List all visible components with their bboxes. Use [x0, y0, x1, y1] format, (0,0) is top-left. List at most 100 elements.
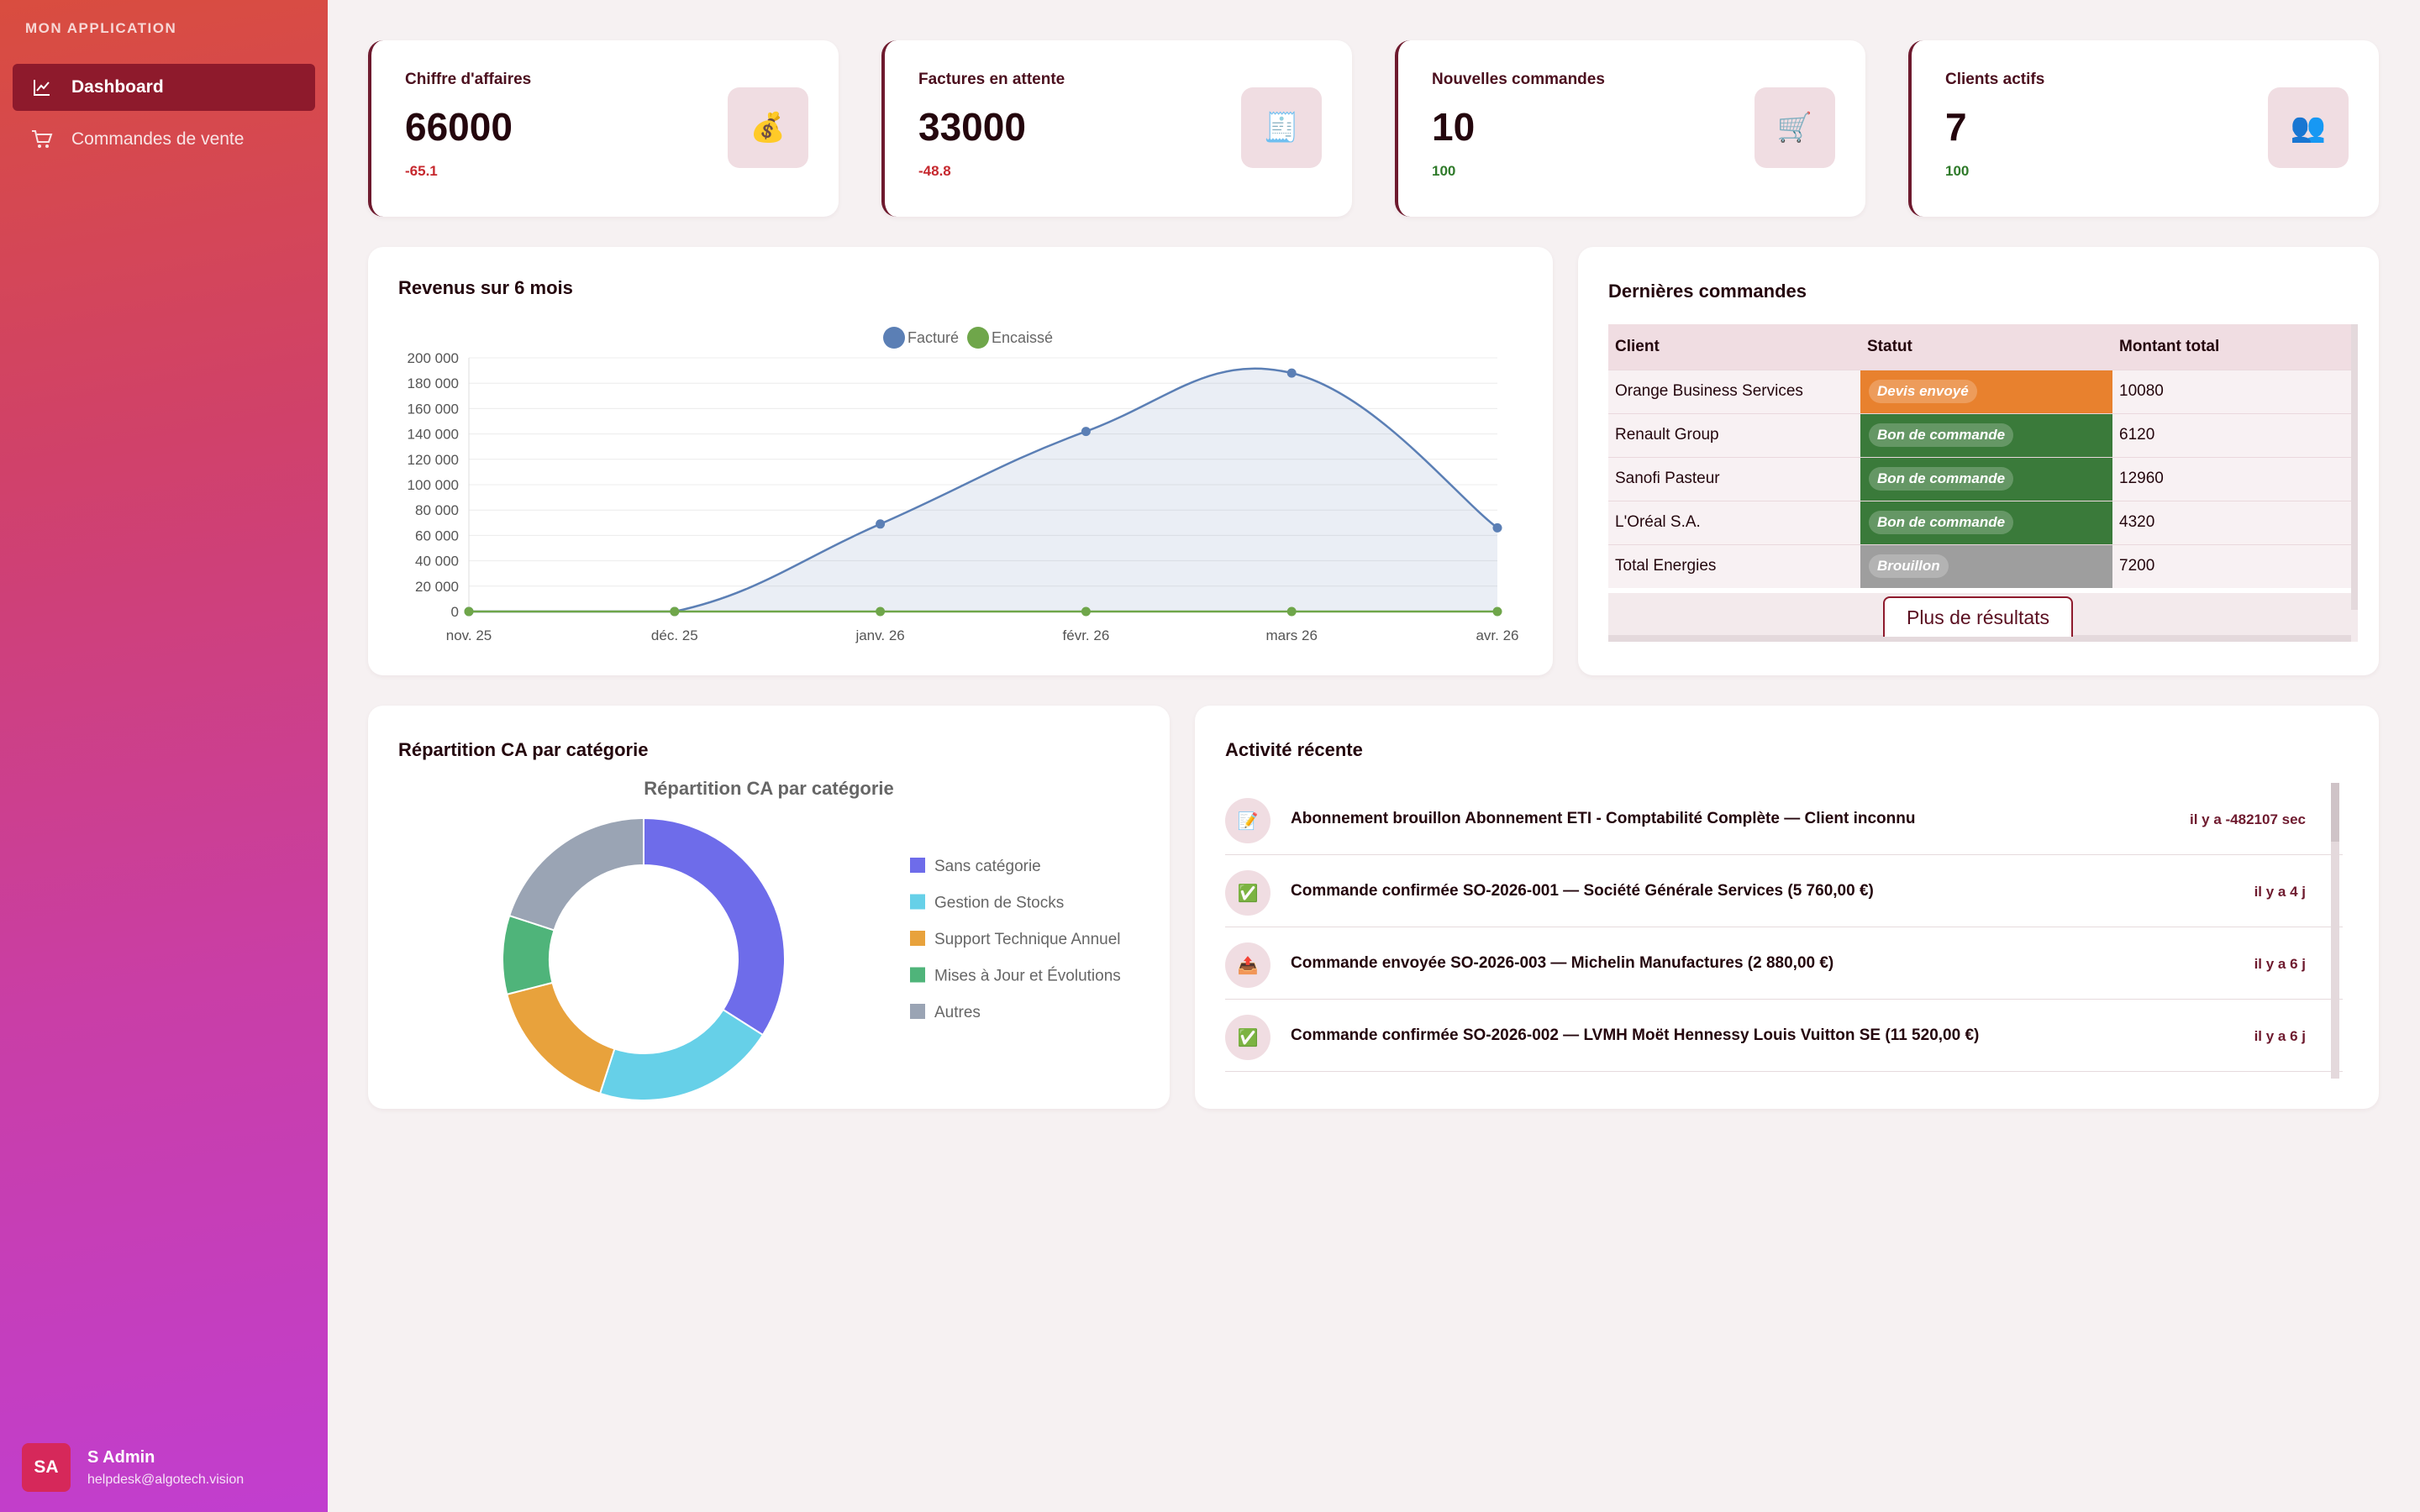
cell-amount: 12960 [2112, 456, 2351, 501]
x-tick-label: déc. 25 [651, 627, 698, 643]
x-tick-label: nov. 25 [446, 627, 492, 643]
kpi-card-revenue: Chiffre d'affaires 66000 -65.1 💰 [368, 40, 839, 217]
kpi-card-orders: Nouvelles commandes 10 100 🛒 [1395, 40, 1865, 217]
kpi-delta: -65.1 [405, 163, 438, 179]
activity-item[interactable]: ✅ Commande confirmée SO-2026-002 — LVMH M… [1225, 1000, 2343, 1072]
table-row[interactable]: Sanofi Pasteur Bon de commande 12960 [1608, 456, 2351, 501]
x-tick-label: mars 26 [1265, 627, 1317, 643]
legend-marker [883, 327, 905, 349]
legend-label: Sans catégorie [934, 858, 1041, 875]
series-area [469, 368, 1497, 612]
cell-amount: 10080 [2112, 369, 2351, 413]
activity-title: Activité récente [1225, 739, 1363, 760]
y-tick-label: 100 000 [408, 477, 459, 493]
y-tick-label: 180 000 [408, 375, 459, 391]
activity-card: Activité récente 📝 Abonnement brouillon A… [1195, 706, 2379, 1109]
legend-marker [910, 1004, 925, 1019]
data-point [1286, 368, 1297, 378]
activity-time: il y a 6 j [2254, 1028, 2306, 1044]
orders-card: Dernières commandes Client Statut Montan… [1578, 247, 2379, 675]
cell-status: Bon de commande [1860, 500, 2112, 544]
y-tick-label: 0 [451, 604, 459, 620]
table-row[interactable]: L'Oréal S.A. Bon de commande 4320 [1608, 500, 2351, 544]
activity-item[interactable]: ✅ Commande confirmée SO-2026-001 — Sociét… [1225, 855, 2343, 927]
cell-status: Bon de commande [1860, 412, 2112, 457]
send-icon: 📤 [1225, 942, 1270, 988]
more-results-button[interactable]: Plus de résultats [1883, 596, 2073, 637]
table-row[interactable]: Renault Group Bon de commande 6120 [1608, 412, 2351, 457]
cell-amount: 7200 [2112, 543, 2351, 588]
activity-item[interactable]: 📝 Abonnement brouillon Abonnement ETI - C… [1225, 783, 2343, 855]
y-tick-label: 20 000 [415, 579, 459, 595]
legend-item: Autres [910, 1004, 981, 1021]
kpi-card-clients: Clients actifs 7 100 👥 [1908, 40, 2379, 217]
revenue-chart-card: Revenus sur 6 mois Facturé Encaissé 0 20 00… [368, 247, 1553, 675]
draft-icon: 📝 [1225, 798, 1270, 843]
cart-icon [31, 129, 53, 150]
kpi-delta: -48.8 [918, 163, 951, 179]
table-header-row: Client Statut Montant total [1608, 324, 2351, 370]
kpi-value: 66000 [405, 105, 513, 149]
activity-time: il y a 6 j [2254, 956, 2306, 972]
activity-item[interactable]: 📤 Commande envoyée SO-2026-003 — Michelin… [1225, 927, 2343, 1000]
y-tick-label: 160 000 [408, 401, 459, 417]
cell-client: Orange Business Services [1608, 369, 1860, 413]
status-badge: Bon de commande [1869, 423, 2014, 447]
data-point [876, 606, 886, 617]
sidebar: MON APPLICATION Dashboard Commandes de v… [0, 0, 328, 1512]
cell-client: Renault Group [1608, 412, 1860, 457]
activity-scrollbar-thumb[interactable] [2331, 783, 2339, 842]
status-badge: Bon de commande [1869, 511, 2014, 534]
data-point [1081, 427, 1091, 437]
users-icon: 👥 [2268, 87, 2349, 168]
user-profile[interactable]: SA S Admin helpdesk@algotech.vision [22, 1443, 244, 1492]
table-row[interactable]: Orange Business Services Devis envoyé 1008… [1608, 369, 2351, 413]
user-name: S Admin [87, 1447, 155, 1467]
activity-time: il y a -482107 sec [2189, 811, 2306, 827]
sidebar-item-dashboard[interactable]: Dashboard [13, 64, 315, 111]
kpi-title: Factures en attente [918, 71, 1065, 88]
status-badge: Brouillon [1869, 554, 1949, 579]
x-tick-label: janv. 26 [855, 627, 904, 643]
x-tick-label: févr. 26 [1063, 627, 1110, 643]
table-horizontal-scrollbar[interactable] [1608, 635, 2351, 642]
kpi-value: 33000 [918, 105, 1026, 149]
table-row[interactable]: Total Energies Brouillon 7200 [1608, 543, 2351, 588]
sidebar-item-label: Dashboard [71, 77, 164, 97]
data-point [1286, 606, 1297, 617]
legend-marker [910, 931, 925, 946]
cell-status: Devis envoyé [1860, 369, 2112, 413]
y-tick-label: 60 000 [415, 528, 459, 543]
x-tick-label: avr. 26 [1476, 627, 1518, 643]
revenue-chart-title: Revenus sur 6 mois [398, 277, 573, 298]
activity-text: Commande envoyée SO-2026-003 — Michelin … [1291, 954, 1834, 972]
y-tick-label: 120 000 [408, 452, 459, 468]
column-header-amount[interactable]: Montant total [2112, 324, 2351, 370]
donut-slice [598, 1008, 765, 1101]
cart-icon: 🛒 [1754, 87, 1835, 168]
legend-item: Mises à Jour et Évolutions [910, 967, 1121, 985]
chart-title: Répartition CA par catégorie [644, 778, 893, 799]
data-point [1081, 606, 1091, 617]
cell-status: Bon de commande [1860, 456, 2112, 501]
cell-status: Brouillon [1860, 543, 2112, 588]
status-badge: Devis envoyé [1869, 380, 1977, 403]
table-vertical-scrollbar[interactable] [2351, 324, 2358, 610]
revenue-chart: Facturé Encaissé 0 20 000 40 000 60 000 80 000… [408, 327, 1519, 643]
sidebar-item-label: Commandes de vente [71, 129, 245, 149]
kpi-title: Chiffre d'affaires [405, 71, 532, 88]
column-header-status[interactable]: Statut [1860, 324, 2112, 370]
legend-item: Gestion de Stocks [910, 894, 1064, 912]
kpi-card-invoices: Factures en attente 33000 -48.8 🧾 [881, 40, 1352, 217]
y-tick-label: 40 000 [415, 554, 459, 570]
legend-marker [910, 967, 925, 983]
activity-scrollbar[interactable] [2331, 783, 2339, 1079]
column-header-client[interactable]: Client [1608, 324, 1860, 370]
cell-client: L'Oréal S.A. [1608, 500, 1860, 544]
sidebar-item-commandes[interactable]: Commandes de vente [13, 116, 315, 163]
legend-label: Support Technique Annuel [934, 931, 1121, 948]
check-icon: ✅ [1225, 870, 1270, 916]
category-chart-card: Répartition CA par catégorie Répartition… [368, 706, 1170, 1109]
data-point [1492, 606, 1502, 617]
activity-time: il y a 4 j [2254, 884, 2306, 900]
